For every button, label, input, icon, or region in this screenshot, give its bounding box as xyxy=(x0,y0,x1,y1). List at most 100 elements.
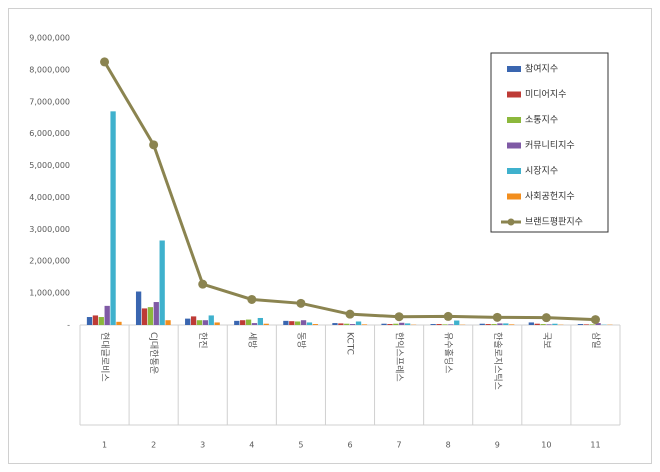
x-tick-label: 유수홀딩스 xyxy=(443,332,455,373)
y-tick-label: 2,000,000 xyxy=(29,257,70,266)
bar xyxy=(540,324,546,325)
line-marker xyxy=(247,294,257,304)
bar xyxy=(387,324,393,325)
line-marker xyxy=(492,312,502,322)
line-marker xyxy=(345,309,355,319)
rank-label: 7 xyxy=(397,441,402,450)
bar xyxy=(190,316,197,325)
legend-swatch xyxy=(507,117,521,123)
bar xyxy=(289,321,295,325)
bar xyxy=(208,315,214,325)
bar xyxy=(300,320,307,325)
bar xyxy=(442,324,448,325)
x-tick-label: 동방 xyxy=(295,332,306,349)
x-tick-label: 한익스프레스 xyxy=(394,332,406,382)
line-marker xyxy=(394,312,404,322)
y-tick-label: 6,000,000 xyxy=(29,129,70,138)
bar xyxy=(589,324,595,325)
bar xyxy=(436,324,442,325)
bar xyxy=(583,324,589,325)
line-marker xyxy=(100,57,110,67)
bar xyxy=(214,322,220,325)
y-tick-label: 1,000,000 xyxy=(29,289,70,298)
x-tick-label: 현대글로비스 xyxy=(99,332,110,382)
x-tick-label: 한진 xyxy=(197,332,208,349)
bar xyxy=(110,111,116,325)
y-tick-label: 8,000,000 xyxy=(29,65,70,74)
line-marker xyxy=(296,298,306,308)
bar xyxy=(104,305,110,325)
bar xyxy=(202,320,209,325)
y-tick-label: 3,000,000 xyxy=(29,225,70,234)
y-tick-label: - xyxy=(67,321,70,330)
y-tick-label: 9,000,000 xyxy=(29,34,70,43)
legend-swatch xyxy=(507,91,521,98)
legend-swatch xyxy=(507,168,521,174)
bar xyxy=(546,324,552,325)
bar xyxy=(399,322,405,325)
bar xyxy=(534,323,540,325)
legend-label: 소통지수 xyxy=(525,115,558,126)
bar xyxy=(153,302,159,325)
bar xyxy=(479,323,485,325)
bar xyxy=(251,323,258,325)
bar xyxy=(295,321,301,325)
rank-label: 11 xyxy=(590,441,600,450)
legend-label: 미디어지수 xyxy=(525,89,566,100)
rank-label: 10 xyxy=(541,441,551,450)
legend-swatch-marker xyxy=(507,218,515,226)
bar xyxy=(528,322,534,325)
legend-label: 사회공헌지수 xyxy=(525,191,575,202)
bar xyxy=(147,307,154,325)
bar xyxy=(485,324,491,325)
bar xyxy=(454,320,460,325)
rank-label: 4 xyxy=(249,441,254,450)
bar xyxy=(430,324,436,325)
x-tick-label: CJ대한통운 xyxy=(148,332,159,374)
bar xyxy=(338,323,344,325)
rank-label: 1 xyxy=(102,441,107,450)
bar xyxy=(135,291,142,325)
x-tick-label: 세방 xyxy=(246,332,257,349)
legend-label: 참여지수 xyxy=(525,63,558,75)
bar xyxy=(393,323,399,325)
bar xyxy=(497,323,503,325)
bar xyxy=(595,323,601,325)
x-tick-label: 한솔로지스틱스 xyxy=(492,332,504,390)
bar xyxy=(257,317,263,325)
bar xyxy=(283,320,289,325)
bar xyxy=(185,318,191,325)
rank-label: 3 xyxy=(200,441,205,450)
bar xyxy=(86,317,93,325)
bar xyxy=(159,240,165,325)
y-tick-label: 7,000,000 xyxy=(29,97,70,106)
bar xyxy=(312,324,318,325)
bar xyxy=(350,324,356,325)
bar xyxy=(552,323,558,325)
rank-label: 9 xyxy=(495,441,500,450)
legend-swatch xyxy=(507,142,521,149)
legend-label: 시장지수 xyxy=(525,166,558,177)
bar xyxy=(509,324,515,325)
rank-label: 8 xyxy=(446,441,451,450)
bar xyxy=(98,317,104,325)
bar xyxy=(355,321,362,325)
bar xyxy=(491,324,497,325)
legend-swatch xyxy=(507,193,521,200)
bar xyxy=(196,320,203,325)
line-marker xyxy=(541,313,551,323)
bar xyxy=(92,315,99,325)
bar xyxy=(344,323,350,325)
bar xyxy=(234,320,240,325)
legend-label: 브랜드평판지수 xyxy=(525,217,583,228)
bar xyxy=(116,321,122,325)
bar xyxy=(306,322,313,325)
bar xyxy=(448,324,454,325)
legend-swatch xyxy=(507,66,521,72)
bar xyxy=(245,319,252,325)
x-tick-label: KCTC xyxy=(345,332,355,355)
bar xyxy=(240,320,246,325)
rank-label: 6 xyxy=(347,441,352,450)
